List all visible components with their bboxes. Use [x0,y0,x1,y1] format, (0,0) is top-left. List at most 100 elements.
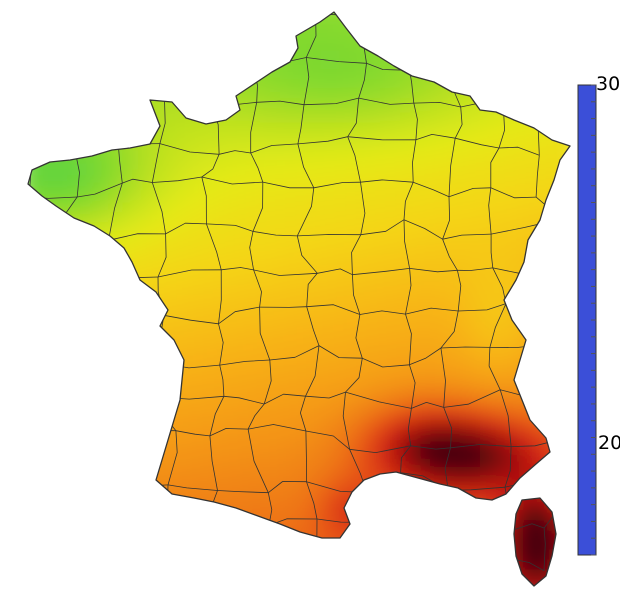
department-border [543,527,546,571]
department-border [360,516,402,525]
department-border [300,396,307,432]
department-border [28,238,57,242]
department-border [453,517,510,532]
department-border [401,516,408,556]
department-border [206,223,254,232]
department-border [151,143,161,183]
department-border [108,396,158,405]
department-border [504,446,512,488]
department-border [409,347,442,366]
department-border [342,392,350,450]
department-border [167,430,178,486]
department-border [352,274,361,315]
department-border [216,559,253,576]
department-border [62,348,120,355]
department-border [413,181,450,198]
department-border [305,430,307,482]
department-border [218,323,224,366]
department-border [405,307,459,315]
department-border [157,269,222,278]
department-border [119,354,154,363]
colorbar-mid-label: 20 [598,432,620,454]
department-border [115,486,127,531]
department-border [67,481,118,489]
department-border [77,182,123,198]
department-border [347,522,361,558]
department-border [164,93,210,100]
department-border [352,12,409,25]
department-border [59,443,69,483]
department-border [108,182,123,241]
department-border [221,267,254,271]
department-border [219,359,270,366]
department-border [537,345,544,401]
department-border [351,234,362,275]
department-border [63,557,105,576]
department-border [253,269,318,276]
department-border [30,61,72,67]
department-border [77,305,120,312]
department-border [159,25,163,59]
department-border [345,391,412,409]
department-border [218,18,265,24]
department-border [488,187,492,235]
department-border [28,307,79,323]
department-border [440,347,446,408]
department-border [108,233,166,241]
department-border [167,484,218,491]
department-border [28,196,30,240]
department-border [296,235,318,274]
department-border [159,19,219,26]
department-border [303,57,310,105]
department-border [407,408,412,446]
department-border [499,389,512,447]
department-border [264,13,316,24]
department-border [409,56,442,71]
department-border [352,268,410,276]
department-border [401,513,455,519]
department-border [151,361,159,398]
department-border [247,403,265,430]
department-border [175,430,210,437]
department-border [28,143,32,197]
department-border [297,143,315,188]
department-border [60,389,109,403]
department-border [448,138,456,197]
department-border [252,182,264,232]
department-border [415,134,456,141]
department-border [28,65,31,95]
department-border [306,481,318,520]
department-border [28,239,30,281]
department-border [62,439,118,444]
department-border [413,103,418,140]
department-border [267,492,273,526]
department-border [511,441,552,447]
department-border [459,557,507,569]
department-border [490,187,537,199]
department-border [209,396,225,436]
department-border [347,136,361,183]
department-border [13,480,20,518]
department-border [358,63,367,99]
department-border [103,555,162,559]
department-border [366,62,410,71]
department-border [395,472,402,518]
country-outline [513,497,557,587]
department-border [501,54,547,63]
department-border [345,358,363,393]
department-border [551,441,560,489]
department-border [201,176,263,185]
department-border [538,20,549,56]
department-border [116,439,121,487]
department-border [490,147,500,188]
department-border [125,58,161,72]
department-border [75,514,127,531]
department-border [115,270,123,307]
department-border [441,54,502,63]
department-border [405,313,412,365]
department-border [488,347,501,390]
department-border [72,140,119,147]
department-border [121,20,160,26]
department-border [297,234,361,237]
